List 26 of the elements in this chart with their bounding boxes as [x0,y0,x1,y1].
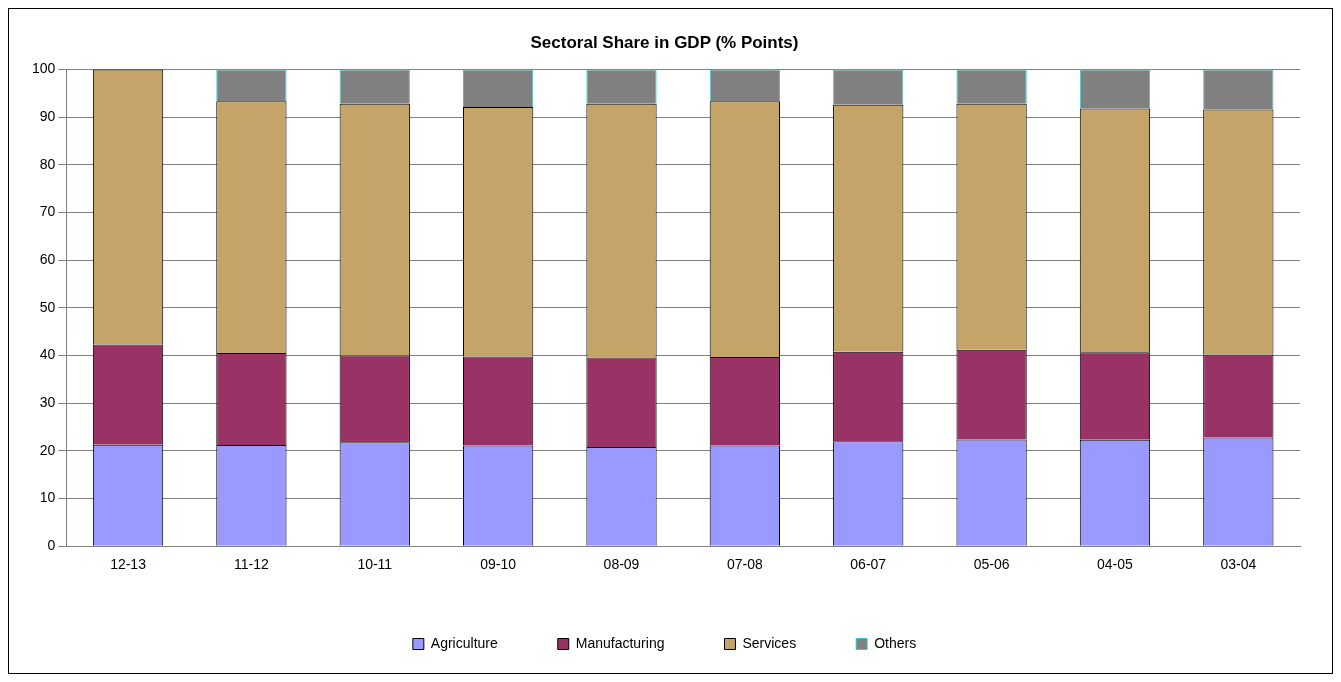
x-tick-label: 05-06 [973,556,1010,573]
x-tick-label: 07-08 [726,556,763,573]
legend-label: Manufacturing [575,634,665,651]
x-tick-label: 11-12 [234,556,269,573]
x-tick-label: 04-05 [1097,556,1134,573]
y-tick-label: 30 [39,394,56,411]
y-tick-label: 100 [32,60,56,77]
y-tick-label: 60 [39,250,56,267]
x-tick-label: 03-04 [1220,556,1257,573]
y-tick-label: 70 [39,203,56,220]
y-tick-label: 90 [39,107,56,124]
x-tick-label: 06-07 [850,556,887,573]
y-tick-label: 80 [39,155,56,172]
chart-title: Sectoral Share in GDP (% Points) [530,32,799,52]
y-tick-label: 0 [47,537,56,554]
x-tick-label: 08-09 [603,556,640,573]
x-tick-label: 10-11 [357,556,393,573]
y-tick-label: 50 [39,298,56,315]
legend-label: Services [742,634,797,651]
legend-label: Agriculture [430,634,498,651]
x-tick-label: 09-10 [480,556,517,573]
y-tick-label: 40 [39,346,56,363]
y-tick-label: 20 [39,441,56,458]
x-tick-label: 12-13 [110,556,147,573]
y-tick-label: 10 [39,489,56,506]
legend-label: Others [874,634,917,651]
